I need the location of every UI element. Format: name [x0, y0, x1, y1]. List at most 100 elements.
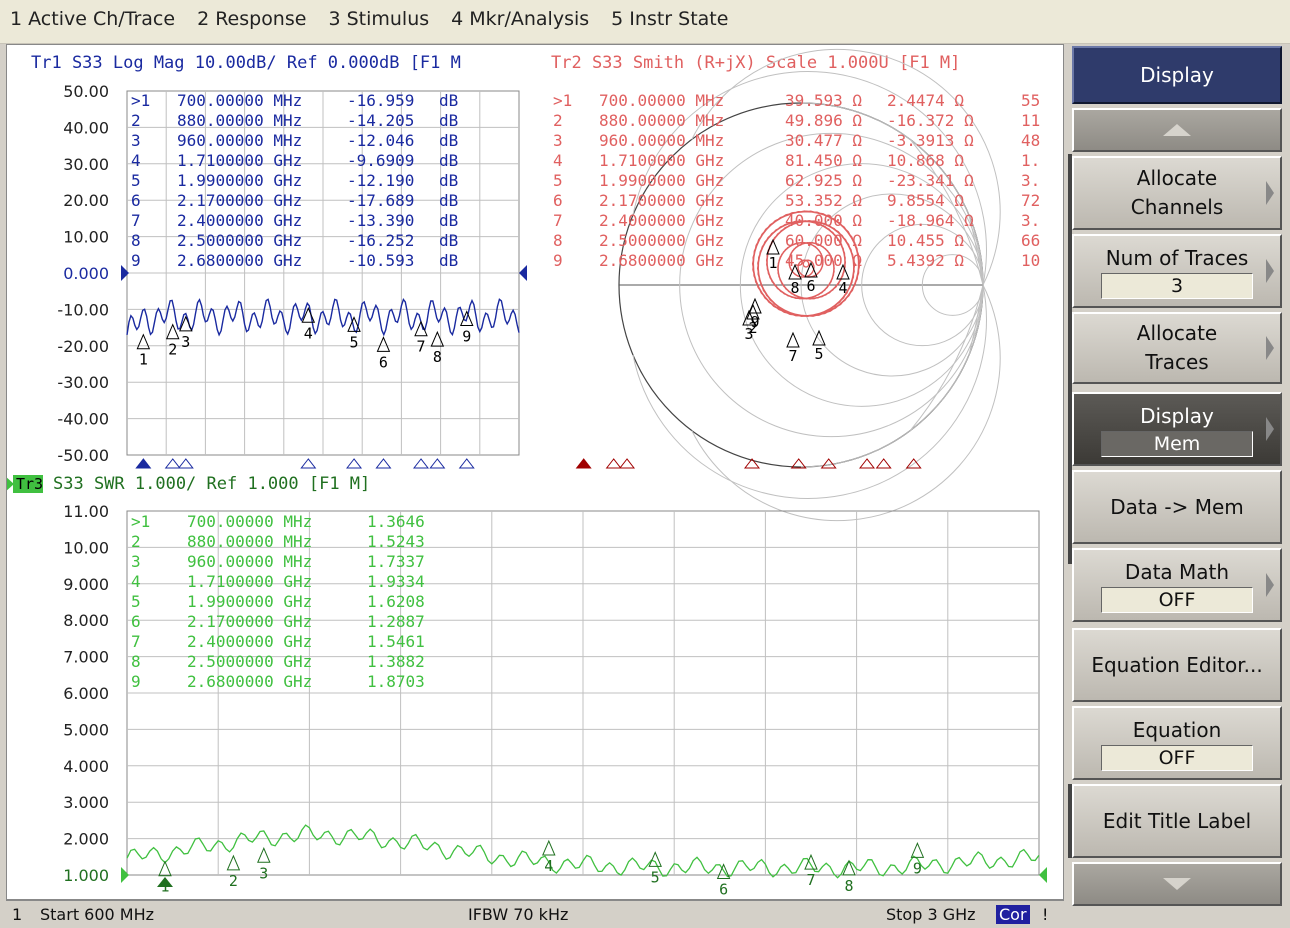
tr3-marker-num: 8	[131, 652, 141, 671]
tr3-marker-num: 7	[131, 632, 141, 651]
tr2-marker-bottom-triangle	[905, 458, 922, 469]
tr3-marker-freq: 2.1700000 GHz	[187, 612, 312, 631]
tr1-marker-triangle	[165, 323, 180, 340]
tr3-marker-label: 6	[719, 880, 728, 898]
tr1-marker-triangle	[459, 310, 474, 327]
tr2-marker-label: 3	[744, 325, 753, 343]
menu-response[interactable]: 2 Response	[197, 8, 307, 30]
tr1-marker-bottom-triangle	[135, 458, 152, 469]
tr2-marker-resistance: 49.896 Ω	[785, 111, 862, 130]
tr3-marker-num: 9	[131, 672, 141, 691]
menu-bar: 1 Active Ch/Trace 2 Response 3 Stimulus …	[0, 0, 1290, 44]
softkey-scrollbar-lower[interactable]	[1068, 784, 1072, 858]
smith-reactance-arc-upper	[691, 48, 1001, 286]
tr3-marker-num: >1	[131, 512, 150, 531]
tr1-marker-bottom-triangle	[429, 458, 446, 469]
submenu-arrow-icon	[1266, 259, 1274, 283]
tr2-marker-bottom-triangle	[858, 458, 876, 469]
tr2-marker-triangle	[766, 238, 780, 255]
menu-active-ch-trace[interactable]: 1 Active Ch/Trace	[10, 8, 176, 30]
equation-button[interactable]: Equation OFF	[1072, 706, 1282, 780]
tr1-marker-label: 2	[168, 341, 177, 359]
tr1-header: Tr1 S33 Log Mag 10.00dB/ Ref 0.000dB [F1…	[31, 53, 461, 73]
display-label: Display	[1140, 403, 1214, 428]
tr3-marker-triangle	[716, 863, 731, 879]
tr1-marker-value: -14.205	[347, 111, 414, 130]
measurement-display[interactable]: Tr1 S33 Log Mag 10.00dB/ Ref 0.000dB [F1…	[6, 44, 1064, 900]
tr2-marker-bottom-triangle	[875, 458, 892, 469]
data-to-mem-label: Data -> Mem	[1110, 494, 1244, 519]
data-math-button[interactable]: Data Math OFF	[1072, 548, 1282, 622]
equation-editor-button[interactable]: Equation Editor...	[1072, 628, 1282, 702]
display-button[interactable]: Display Mem	[1072, 392, 1282, 466]
tr3-ref-marker-right	[1039, 867, 1047, 883]
tr1-marker-value: -12.046	[347, 131, 414, 150]
tr3-marker-freq: 1.9900000 GHz	[187, 592, 312, 611]
tr1-marker-label: 6	[379, 353, 388, 371]
tr1-marker-label: 5	[350, 333, 359, 351]
tr3-y-tick-label: 1.000	[63, 866, 109, 885]
tr2-marker-freq: 880.00000 MHz	[599, 111, 724, 130]
tr1-marker-unit: dB	[439, 131, 458, 150]
tr2-marker-freq: 1.7100000 GHz	[599, 151, 724, 170]
tr3-ref-marker-left	[121, 867, 129, 883]
tr2-marker-freq: 2.4000000 GHz	[599, 211, 724, 230]
edit-title-label-button[interactable]: Edit Title Label	[1072, 784, 1282, 858]
tr1-marker-label: 1	[139, 351, 148, 369]
tr1-marker-num: 5	[131, 171, 141, 190]
scroll-up-button[interactable]	[1072, 108, 1282, 152]
menu-instr-state[interactable]: 5 Instr State	[611, 8, 729, 30]
tr1-marker-value: -9.6909	[347, 151, 414, 170]
smith-reactance-arc-lower	[909, 284, 984, 431]
tr3-y-tick-label: 2.000	[63, 830, 109, 849]
tr3-marker-value: 1.2887	[367, 612, 425, 631]
tr2-marker-extra: 10	[1021, 251, 1040, 270]
data-to-mem-button[interactable]: Data -> Mem	[1072, 470, 1282, 544]
edit-title-label-label: Edit Title Label	[1102, 808, 1252, 833]
tr2-marker-extra: 48	[1021, 131, 1040, 150]
tr3-marker-freq: 960.00000 MHz	[187, 552, 312, 571]
tr3-marker-triangle	[226, 854, 241, 871]
tr3-marker-freq: 1.7100000 GHz	[187, 572, 312, 591]
tr1-y-tick-label: -30.00	[57, 373, 109, 392]
tr3-marker-triangle	[842, 859, 856, 876]
tr1-marker-unit: dB	[439, 91, 458, 110]
status-channel[interactable]: 1	[12, 905, 23, 924]
scroll-down-button[interactable]	[1072, 862, 1282, 906]
tr1-marker-triangle	[136, 333, 151, 350]
num-of-traces-button[interactable]: Num of Traces 3	[1072, 234, 1282, 308]
tr2-marker-num: 4	[553, 151, 563, 170]
tr1-marker-unit: dB	[439, 191, 458, 210]
tr2-marker-resistance: 53.352 Ω	[785, 191, 862, 210]
tr1-y-tick-label: -20.00	[57, 337, 109, 356]
tr1-marker-freq: 960.00000 MHz	[177, 131, 302, 150]
tr3-marker-label: 4	[544, 857, 553, 875]
status-bar: 1 Start 600 MHz IFBW 70 kHz Stop 3 GHz C…	[6, 900, 1064, 928]
tr1-marker-bottom-triangle	[164, 458, 181, 469]
tr2-marker-reactance: -3.3913 Ω	[887, 131, 974, 150]
tr2-marker-num: 9	[553, 251, 563, 270]
tr1-marker-bottom-triangle	[346, 458, 363, 469]
tr2-marker-extra: 55	[1021, 91, 1040, 110]
equation-value: OFF	[1101, 744, 1253, 771]
allocate-traces-button[interactable]: Allocate Traces	[1072, 312, 1282, 384]
tr2-marker-bottom-triangle	[575, 458, 592, 469]
tr1-marker-bottom-triangle	[300, 458, 317, 469]
tr1-marker-triangle	[301, 307, 316, 323]
tr1-marker-num: 9	[131, 251, 141, 270]
tr1-marker-value: -16.252	[347, 231, 414, 250]
status-start: Start 600 MHz	[40, 905, 155, 924]
data-math-value: OFF	[1101, 586, 1253, 613]
tr3-marker-label: 8	[844, 877, 853, 895]
tr2-marker-reactance: -18.964 Ω	[887, 211, 974, 230]
softkey-scrollbar[interactable]	[1068, 154, 1072, 564]
allocate-channels-button[interactable]: Allocate Channels	[1072, 156, 1282, 230]
tr2-marker-num: 5	[553, 171, 563, 190]
tr2-marker-num: 8	[553, 231, 563, 250]
tr2-marker-triangle	[742, 309, 756, 326]
menu-stimulus[interactable]: 3 Stimulus	[328, 8, 430, 30]
tr3-marker-freq: 2.4000000 GHz	[187, 632, 312, 651]
tr1-marker-triangle	[430, 330, 445, 347]
menu-mkr-analysis[interactable]: 4 Mkr/Analysis	[451, 8, 590, 30]
tr3-marker-label: 7	[806, 871, 815, 889]
